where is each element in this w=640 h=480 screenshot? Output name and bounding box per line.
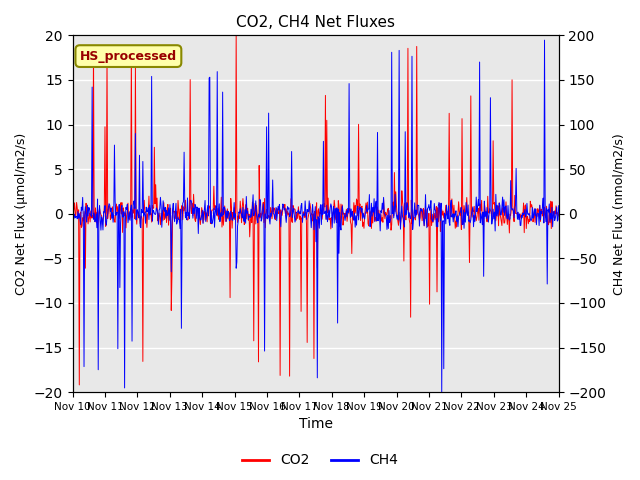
CH4 — [555, 203, 563, 209]
Line: CH4: CH4 — [72, 40, 559, 392]
CH4 — [68, 218, 76, 224]
CO2 — [390, 213, 397, 218]
CH4 — [374, 218, 382, 224]
CH4 — [77, 204, 85, 210]
Line: CO2: CO2 — [72, 36, 559, 385]
Y-axis label: CO2 Net Flux (μmol/m2/s): CO2 Net Flux (μmol/m2/s) — [15, 132, 28, 295]
CO2 — [376, 215, 383, 220]
CO2 — [204, 219, 211, 225]
Legend: CO2, CH4: CO2, CH4 — [236, 448, 404, 473]
CH4 — [388, 211, 396, 216]
Text: HS_processed: HS_processed — [80, 49, 177, 62]
CH4 — [127, 202, 135, 208]
Y-axis label: CH4 Net Flux (nmol/m2/s): CH4 Net Flux (nmol/m2/s) — [612, 133, 625, 295]
CH4 — [541, 37, 548, 43]
CO2 — [128, 215, 136, 220]
CO2 — [68, 207, 76, 213]
Title: CO2, CH4 Net Fluxes: CO2, CH4 Net Fluxes — [236, 15, 395, 30]
CO2 — [555, 211, 563, 217]
CO2 — [76, 382, 83, 388]
CH4 — [177, 207, 184, 213]
CO2 — [232, 33, 240, 38]
X-axis label: Time: Time — [299, 418, 333, 432]
CO2 — [177, 205, 185, 211]
CO2 — [78, 223, 86, 229]
CH4 — [203, 213, 211, 219]
CH4 — [438, 389, 445, 395]
